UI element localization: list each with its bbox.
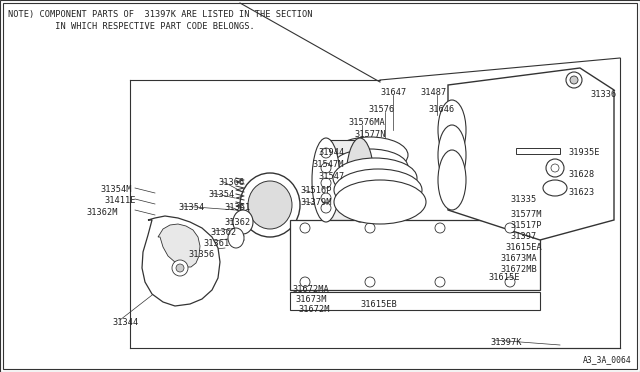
Text: 31672MB: 31672MB: [500, 265, 537, 274]
Circle shape: [566, 72, 582, 88]
Text: 31628: 31628: [568, 170, 595, 179]
Ellipse shape: [321, 203, 331, 213]
Ellipse shape: [312, 138, 340, 222]
Text: 31362: 31362: [224, 218, 250, 227]
Text: 31344: 31344: [112, 318, 138, 327]
Ellipse shape: [321, 148, 331, 158]
Text: 31366: 31366: [218, 178, 244, 187]
Polygon shape: [158, 224, 200, 267]
Circle shape: [570, 76, 578, 84]
Circle shape: [505, 223, 515, 233]
Text: 31354: 31354: [178, 203, 204, 212]
Ellipse shape: [334, 180, 426, 224]
Text: 31397: 31397: [510, 232, 536, 241]
Text: 31336: 31336: [590, 90, 616, 99]
Ellipse shape: [438, 100, 466, 160]
Text: 31547M: 31547M: [312, 160, 344, 169]
Ellipse shape: [321, 193, 331, 203]
Ellipse shape: [332, 137, 408, 173]
Text: 31944: 31944: [318, 148, 344, 157]
Circle shape: [546, 159, 564, 177]
Polygon shape: [142, 216, 220, 306]
Circle shape: [365, 223, 375, 233]
Text: 31517P: 31517P: [510, 221, 541, 230]
Text: 31487: 31487: [420, 88, 446, 97]
Text: 31935E: 31935E: [568, 148, 600, 157]
Text: 31379M: 31379M: [300, 198, 332, 207]
Circle shape: [365, 277, 375, 287]
Ellipse shape: [228, 228, 244, 248]
Text: 31361: 31361: [224, 203, 250, 212]
Ellipse shape: [248, 181, 292, 229]
Text: 31397K: 31397K: [490, 338, 522, 347]
Text: 31672MA: 31672MA: [292, 285, 329, 294]
Text: 31615E: 31615E: [488, 273, 520, 282]
Ellipse shape: [332, 149, 408, 185]
Text: 31615EB: 31615EB: [360, 300, 397, 309]
Text: 31672M: 31672M: [298, 305, 330, 314]
Text: 31361: 31361: [203, 239, 229, 248]
Polygon shape: [448, 68, 614, 240]
Text: 31335: 31335: [510, 195, 536, 204]
Ellipse shape: [543, 180, 567, 196]
Text: 31547: 31547: [318, 172, 344, 181]
Text: IN WHICH RESPECTIVE PART CODE BELONGS.: IN WHICH RESPECTIVE PART CODE BELONGS.: [8, 22, 255, 31]
Text: 31673M: 31673M: [295, 295, 326, 304]
Polygon shape: [326, 140, 360, 220]
Circle shape: [172, 260, 188, 276]
Ellipse shape: [321, 163, 331, 173]
Text: 31673MA: 31673MA: [500, 254, 537, 263]
Text: 31362M: 31362M: [86, 208, 118, 217]
Ellipse shape: [438, 150, 466, 210]
Circle shape: [435, 223, 445, 233]
Text: 31615EA: 31615EA: [505, 243, 541, 252]
Circle shape: [300, 277, 310, 287]
Circle shape: [300, 223, 310, 233]
Circle shape: [176, 264, 184, 272]
Ellipse shape: [346, 138, 374, 222]
Text: 31647: 31647: [380, 88, 406, 97]
Text: 31356: 31356: [188, 250, 214, 259]
Polygon shape: [516, 148, 560, 154]
Text: 31411E: 31411E: [104, 196, 136, 205]
Ellipse shape: [233, 210, 253, 234]
Ellipse shape: [240, 173, 300, 237]
Text: 31362: 31362: [210, 228, 236, 237]
Ellipse shape: [438, 125, 466, 185]
Ellipse shape: [333, 158, 417, 198]
Text: NOTE) COMPONENT PARTS OF  31397K ARE LISTED IN THE SECTION: NOTE) COMPONENT PARTS OF 31397K ARE LIST…: [8, 10, 312, 19]
Text: 31623: 31623: [568, 188, 595, 197]
Ellipse shape: [321, 178, 331, 188]
Circle shape: [435, 277, 445, 287]
Ellipse shape: [334, 169, 422, 211]
Text: A3_3A_0064: A3_3A_0064: [583, 355, 632, 364]
Text: 31354M: 31354M: [100, 185, 131, 194]
Polygon shape: [290, 292, 540, 310]
Polygon shape: [290, 220, 540, 290]
Text: 31354: 31354: [208, 190, 234, 199]
Text: 31516P: 31516P: [300, 186, 332, 195]
Text: 31646: 31646: [428, 105, 454, 114]
Circle shape: [505, 277, 515, 287]
Text: 31576: 31576: [368, 105, 394, 114]
Text: 31577M: 31577M: [510, 210, 541, 219]
Text: 31577N: 31577N: [354, 130, 385, 139]
Text: 31576MA: 31576MA: [348, 118, 385, 127]
